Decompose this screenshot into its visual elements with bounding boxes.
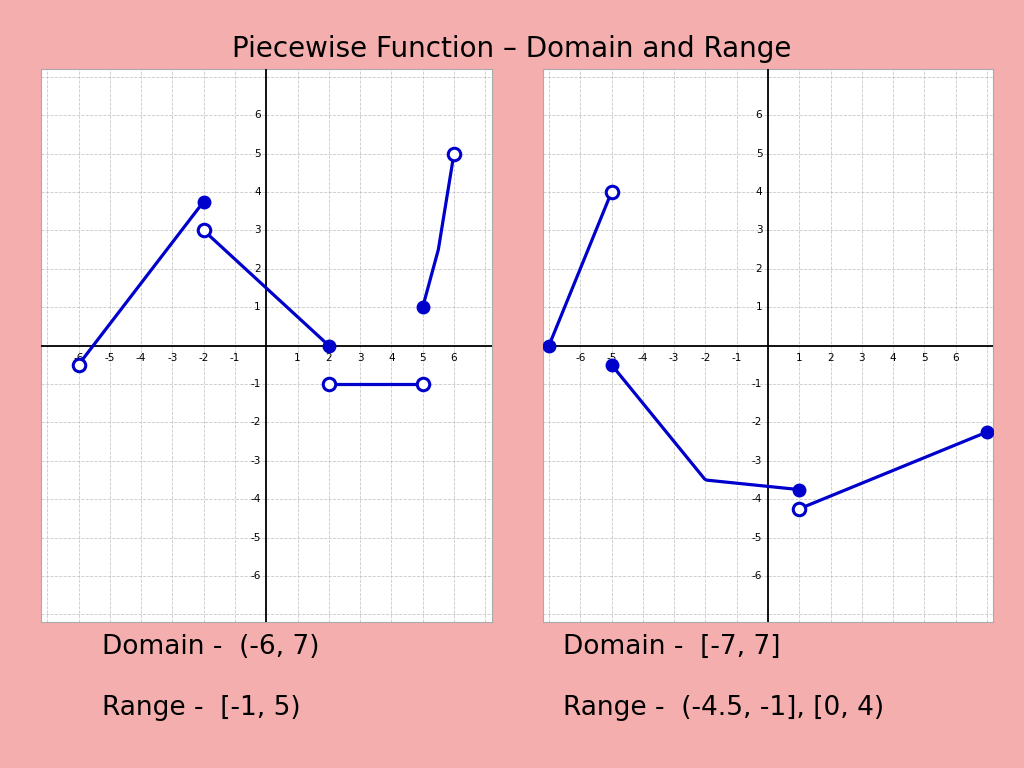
Text: -2: -2 [199, 353, 209, 362]
Text: Domain -  [-7, 7]: Domain - [-7, 7] [563, 634, 780, 660]
Text: -5: -5 [606, 353, 616, 362]
Text: 1: 1 [294, 353, 301, 362]
Text: -4: -4 [136, 353, 146, 362]
Text: -6: -6 [752, 571, 762, 581]
Text: 2: 2 [756, 263, 762, 274]
Text: Piecewise Function – Domain and Range: Piecewise Function – Domain and Range [232, 35, 792, 62]
Text: -3: -3 [167, 353, 177, 362]
Text: 2: 2 [326, 353, 332, 362]
Text: 4: 4 [890, 353, 896, 362]
Text: -6: -6 [74, 353, 84, 362]
Text: 1: 1 [756, 302, 762, 313]
Text: -1: -1 [731, 353, 742, 362]
Text: 2: 2 [254, 263, 260, 274]
Text: -6: -6 [250, 571, 260, 581]
Text: -1: -1 [250, 379, 260, 389]
Text: 6: 6 [254, 110, 260, 121]
Text: 2: 2 [827, 353, 834, 362]
Text: -5: -5 [752, 532, 762, 543]
Text: -3: -3 [752, 455, 762, 466]
Text: 5: 5 [922, 353, 928, 362]
Text: -6: -6 [575, 353, 586, 362]
Text: 4: 4 [756, 187, 762, 197]
Text: 4: 4 [388, 353, 394, 362]
Text: -4: -4 [638, 353, 648, 362]
Text: -2: -2 [752, 417, 762, 428]
Text: 6: 6 [451, 353, 458, 362]
Text: 3: 3 [254, 225, 260, 236]
Text: 4: 4 [254, 187, 260, 197]
Text: 5: 5 [254, 148, 260, 159]
Text: -5: -5 [250, 532, 260, 543]
Text: 5: 5 [756, 148, 762, 159]
Text: 6: 6 [952, 353, 959, 362]
Text: 3: 3 [756, 225, 762, 236]
Text: 3: 3 [356, 353, 364, 362]
Text: -2: -2 [700, 353, 711, 362]
Text: Range -  (-4.5, -1], [0, 4): Range - (-4.5, -1], [0, 4) [563, 695, 885, 721]
Text: Range -  [-1, 5): Range - [-1, 5) [102, 695, 301, 721]
Text: -1: -1 [229, 353, 241, 362]
Text: 3: 3 [858, 353, 865, 362]
Text: -4: -4 [250, 494, 260, 505]
Text: -3: -3 [669, 353, 679, 362]
Text: 1: 1 [254, 302, 260, 313]
Text: -1: -1 [752, 379, 762, 389]
Text: Domain -  (-6, 7): Domain - (-6, 7) [102, 634, 319, 660]
Text: -3: -3 [250, 455, 260, 466]
Text: -2: -2 [250, 417, 260, 428]
Text: 6: 6 [756, 110, 762, 121]
Text: 5: 5 [420, 353, 426, 362]
Text: 1: 1 [796, 353, 803, 362]
Text: -4: -4 [752, 494, 762, 505]
Text: -5: -5 [104, 353, 115, 362]
